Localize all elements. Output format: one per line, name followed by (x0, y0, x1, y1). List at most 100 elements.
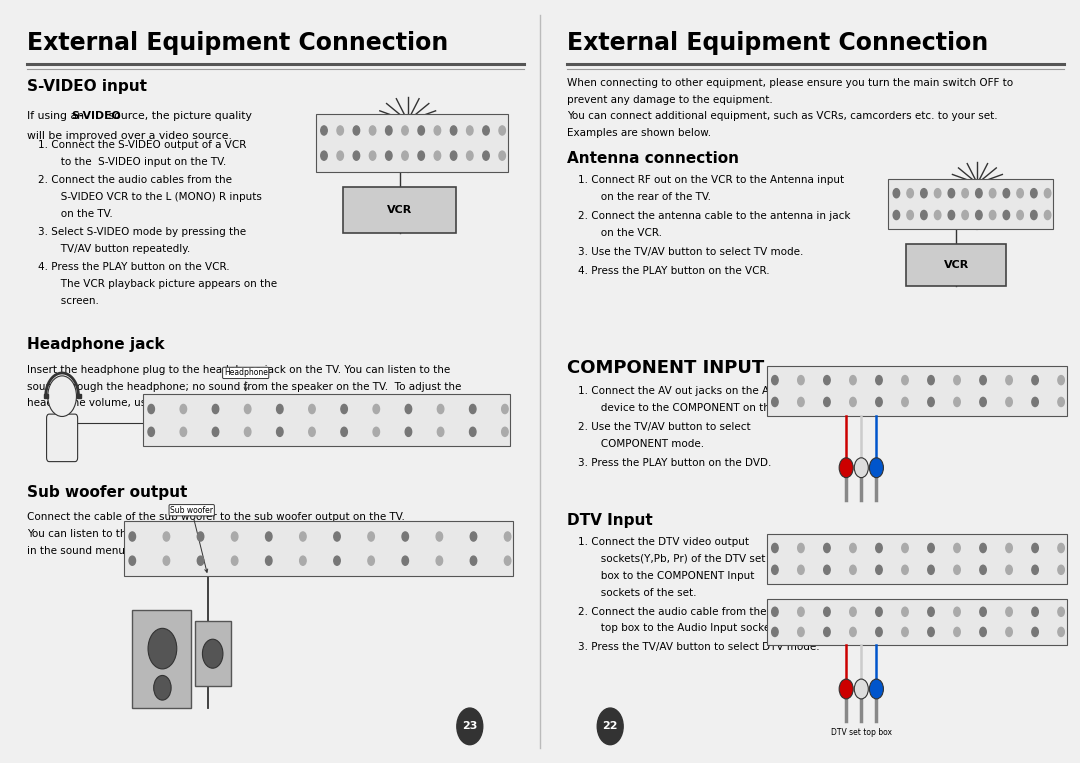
Circle shape (798, 375, 805, 385)
Circle shape (244, 427, 251, 436)
Circle shape (798, 607, 805, 617)
Text: You can connect additional equipment, such as VCRs, camcorders etc. to your set.: You can connect additional equipment, su… (567, 111, 998, 121)
Text: 2. Connect the antenna cable to the antenna in jack: 2. Connect the antenna cable to the ante… (578, 211, 850, 221)
Circle shape (148, 404, 154, 414)
Circle shape (198, 556, 204, 565)
Circle shape (266, 532, 272, 541)
Text: Sub woofer output: Sub woofer output (27, 485, 187, 500)
Text: box to the COMPONENT Input: box to the COMPONENT Input (578, 571, 754, 581)
Circle shape (876, 398, 882, 407)
Text: External Equipment Connection: External Equipment Connection (567, 31, 988, 54)
Text: device to the COMPONENT on the TV.: device to the COMPONENT on the TV. (578, 403, 795, 413)
Circle shape (771, 627, 778, 636)
Circle shape (153, 675, 171, 700)
FancyBboxPatch shape (888, 179, 1053, 229)
Text: DTV set top box: DTV set top box (831, 728, 892, 737)
Circle shape (850, 607, 856, 617)
Circle shape (1005, 607, 1012, 617)
Circle shape (980, 565, 986, 575)
Text: 3. Select S-VIDEO mode by pressing the: 3. Select S-VIDEO mode by pressing the (38, 227, 246, 237)
Circle shape (954, 627, 960, 636)
Circle shape (948, 211, 955, 220)
Circle shape (980, 607, 986, 617)
Text: 3. Press the PLAY button on the DVD.: 3. Press the PLAY button on the DVD. (578, 458, 771, 468)
Text: Headphone: Headphone (224, 369, 268, 391)
Circle shape (1005, 398, 1012, 407)
Circle shape (1031, 607, 1038, 617)
Circle shape (418, 151, 424, 160)
Text: S-VIDEO input: S-VIDEO input (27, 79, 147, 95)
Text: will be improved over a video source.: will be improved over a video source. (27, 131, 232, 141)
Text: top box to the Audio Input sockets of the set.: top box to the Audio Input sockets of th… (578, 623, 836, 633)
Circle shape (1044, 211, 1051, 220)
Text: to the  S-VIDEO input on the TV.: to the S-VIDEO input on the TV. (38, 157, 226, 167)
Text: If using an: If using an (27, 111, 87, 121)
Circle shape (824, 607, 831, 617)
Circle shape (450, 126, 457, 135)
Circle shape (504, 556, 511, 565)
Circle shape (402, 556, 408, 565)
Circle shape (869, 458, 883, 478)
Circle shape (386, 126, 392, 135)
Circle shape (1003, 188, 1010, 198)
FancyBboxPatch shape (124, 521, 513, 576)
Circle shape (130, 556, 136, 565)
Circle shape (504, 532, 511, 541)
Text: 4. Press the PLAY button on the VCR.: 4. Press the PLAY button on the VCR. (38, 262, 229, 272)
Circle shape (402, 532, 408, 541)
Circle shape (48, 376, 77, 417)
Circle shape (850, 627, 856, 636)
Circle shape (202, 639, 222, 668)
Circle shape (869, 679, 883, 699)
Circle shape (231, 532, 238, 541)
Circle shape (962, 188, 969, 198)
Circle shape (337, 151, 343, 160)
Circle shape (434, 126, 441, 135)
Circle shape (436, 556, 443, 565)
Circle shape (436, 532, 443, 541)
Text: When connecting to other equipment, please ensure you turn the main switch OFF t: When connecting to other equipment, plea… (567, 78, 1013, 88)
Circle shape (1031, 543, 1038, 552)
Circle shape (213, 404, 219, 414)
Circle shape (902, 565, 908, 575)
Circle shape (928, 375, 934, 385)
Circle shape (470, 404, 476, 414)
Text: COMPONENT INPUT: COMPONENT INPUT (567, 359, 765, 377)
Circle shape (850, 565, 856, 575)
Text: External Equipment Connection: External Equipment Connection (27, 31, 448, 54)
Circle shape (920, 188, 927, 198)
Text: You can listen to the bass well. To adjust the bass volume, use the Sub woofer m: You can listen to the bass well. To adju… (27, 529, 468, 539)
Circle shape (373, 404, 379, 414)
Circle shape (902, 627, 908, 636)
Circle shape (501, 427, 509, 436)
Circle shape (148, 427, 154, 436)
Circle shape (266, 556, 272, 565)
Circle shape (824, 627, 831, 636)
Circle shape (954, 375, 960, 385)
Circle shape (1031, 627, 1038, 636)
Circle shape (501, 404, 509, 414)
Text: sockets(Y,Pb, Pr) of the DTV set top: sockets(Y,Pb, Pr) of the DTV set top (578, 554, 785, 564)
Circle shape (434, 151, 441, 160)
Text: 2. Connect the audio cables from the: 2. Connect the audio cables from the (38, 175, 232, 185)
Circle shape (928, 627, 934, 636)
Text: TV/AV button repeatedly.: TV/AV button repeatedly. (38, 244, 190, 254)
Circle shape (499, 126, 505, 135)
Circle shape (839, 679, 853, 699)
Circle shape (876, 565, 882, 575)
Circle shape (980, 375, 986, 385)
Circle shape (854, 458, 868, 478)
Circle shape (876, 543, 882, 552)
Text: COMPONENT mode.: COMPONENT mode. (578, 439, 704, 449)
Circle shape (954, 607, 960, 617)
Circle shape (902, 543, 908, 552)
Circle shape (368, 532, 375, 541)
Circle shape (771, 565, 778, 575)
Circle shape (962, 211, 969, 220)
Circle shape (231, 556, 238, 565)
Text: in the sound menu.: in the sound menu. (27, 546, 129, 555)
Circle shape (876, 627, 882, 636)
Circle shape (948, 188, 955, 198)
Circle shape (1057, 607, 1064, 617)
Circle shape (854, 679, 868, 699)
